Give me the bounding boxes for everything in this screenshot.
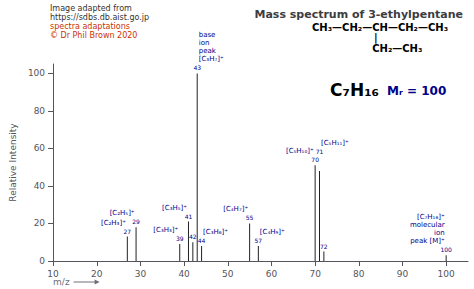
svg-text:10: 10 [47,268,59,279]
svg-text:41: 41 [185,213,193,220]
svg-text:peak [M]⁺: peak [M]⁺ [410,237,445,245]
svg-text:[C₃H₅]⁺: [C₃H₅]⁺ [162,204,187,212]
svg-text:80: 80 [353,269,365,279]
svg-text:[C₂H₃]⁺: [C₂H₃]⁺ [101,219,126,227]
svg-text:70: 70 [311,156,319,163]
svg-text:C₇H₁₆: C₇H₁₆ [330,80,379,100]
svg-text:100: 100 [440,246,452,253]
svg-text:60: 60 [266,269,278,279]
svg-text:CH₃—CH₂—CH—CH₂—CH₃: CH₃—CH₂—CH—CH₂—CH₃ [312,22,448,33]
svg-text:50: 50 [222,269,234,279]
svg-text:40: 40 [34,181,46,191]
svg-text:39: 39 [176,235,184,242]
svg-text:m/z: m/z [53,277,70,287]
svg-text:[C₄H₇]⁺: [C₄H₇]⁺ [223,205,248,213]
svg-text:90: 90 [397,269,409,279]
svg-text:100: 100 [28,68,45,78]
svg-text:43: 43 [193,64,201,71]
svg-text:30: 30 [135,269,147,279]
svg-text:base: base [199,31,216,39]
svg-text:80: 80 [34,106,46,116]
svg-text:100: 100 [438,269,455,279]
svg-text:[C₃H₆]⁺: [C₃H₆]⁺ [203,228,228,236]
svg-text:[C₅H₁₀]⁺: [C₅H₁₀]⁺ [286,147,314,155]
svg-text:[C₅H₁₁]⁺: [C₅H₁₁]⁺ [321,139,349,147]
svg-text:Relative Intensity: Relative Intensity [8,123,18,202]
svg-text:70: 70 [309,269,321,279]
svg-text:44: 44 [198,237,206,244]
svg-text:29: 29 [132,218,140,225]
svg-text:© Dr Phil Brown 2020: © Dr Phil Brown 2020 [50,31,137,40]
svg-text:Mass spectrum of 3-ethylpentan: Mass spectrum of 3-ethylpentane [254,8,463,21]
svg-text:Image adapted from: Image adapted from [50,4,132,13]
svg-text:55: 55 [246,214,254,221]
svg-text:[C₃H₃]⁺: [C₃H₃]⁺ [153,226,178,234]
svg-text:ion: ion [199,39,210,47]
svg-text:[C₇H₁₆]⁺: [C₇H₁₆]⁺ [417,213,445,221]
svg-text:[C₃H₇]⁺: [C₃H₇]⁺ [199,55,224,63]
svg-text:60: 60 [34,143,46,153]
svg-text:molecular: molecular [410,221,445,229]
svg-text:Mᵣ = 100: Mᵣ = 100 [387,84,446,98]
svg-text:42: 42 [189,233,197,240]
svg-text:20: 20 [34,218,46,228]
svg-text:ion: ion [434,229,445,237]
svg-text:0: 0 [39,256,45,266]
svg-text:20: 20 [91,269,103,279]
svg-text:27: 27 [124,228,132,235]
svg-text:CH₂—CH₃: CH₂—CH₃ [372,43,422,54]
svg-text:72: 72 [320,243,328,250]
svg-text:57: 57 [255,237,263,244]
svg-text:spectra adaptations: spectra adaptations [50,22,130,31]
svg-text:peak: peak [199,47,217,55]
svg-text:71: 71 [316,148,324,155]
svg-text:40: 40 [178,269,190,279]
svg-text:[C₄H₉]⁺: [C₄H₉]⁺ [260,228,285,236]
svg-text:https://sdbs.db.aist.go.jp: https://sdbs.db.aist.go.jp [50,13,149,22]
svg-text:[C₂H₅]⁺: [C₂H₅]⁺ [110,209,135,217]
